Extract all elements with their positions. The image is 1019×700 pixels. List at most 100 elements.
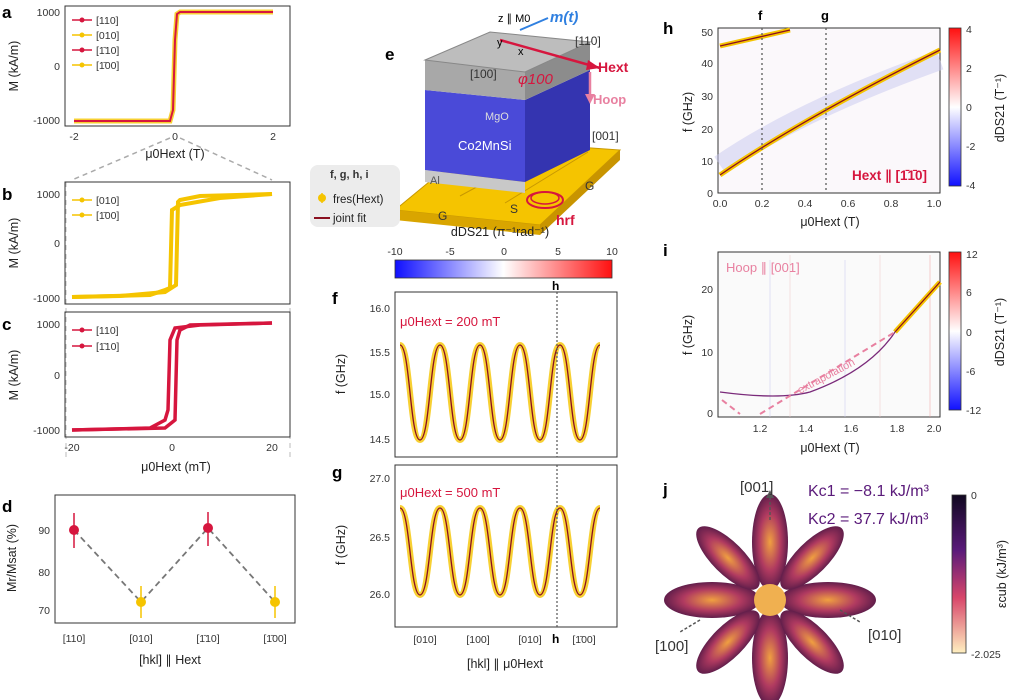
colorbar-j xyxy=(951,494,967,654)
panel-label-j: j xyxy=(662,480,668,499)
label-hrf: hrf xyxy=(556,212,575,228)
plot-frame-g xyxy=(394,464,618,628)
legend-a-2: [1̄10] xyxy=(96,45,119,57)
label-kc2: Kc2 = 37.7 kJ/m³ xyxy=(808,511,929,528)
ytick-h-50: 50 xyxy=(701,27,713,39)
curve-c-up xyxy=(71,321,273,432)
zoom-lines xyxy=(71,137,273,181)
xtick-a-2: 2 xyxy=(270,131,276,143)
dir-001: [001] xyxy=(592,129,619,143)
xtick-h-5: 1.0 xyxy=(927,198,942,210)
curve-a-red xyxy=(74,11,273,122)
legend-a-0: [110] xyxy=(96,15,119,27)
xtick-d-1: [010] xyxy=(129,633,152,645)
colorbar-i xyxy=(948,251,962,411)
xtick-i-2: 1.6 xyxy=(844,423,859,435)
cb-fg-tick-2: 0 xyxy=(501,246,507,258)
marker-g-h: h xyxy=(552,632,559,646)
ytick-b-1000: 1000 xyxy=(37,189,61,201)
annotation-f: μ0Hext = 200 mT xyxy=(400,314,500,329)
ytick-c-0: 0 xyxy=(54,370,60,382)
wave-f-fit xyxy=(399,344,601,441)
xtick-a-0: 0 xyxy=(172,131,178,143)
panel-f: f f (GHz) 16.0 15.5 15.0 14.5 μ0Hext = 2… xyxy=(332,279,618,458)
ytick-h-30: 30 xyxy=(701,91,713,103)
label-axis-010: [010] xyxy=(868,627,901,644)
xtick-d-2: [1̄10] xyxy=(196,633,219,645)
ylabel-g: f (GHz) xyxy=(334,525,348,565)
plot-frame-d xyxy=(54,494,296,624)
ytick-h-20: 20 xyxy=(701,124,713,136)
errorbars-d xyxy=(73,512,276,618)
colorbar-fg-bar xyxy=(394,259,613,279)
legend-b-0: [010] xyxy=(96,195,119,207)
label-axis-100: [100] xyxy=(655,638,688,655)
panel-label-i: i xyxy=(663,241,668,260)
curve-b-down xyxy=(71,192,273,299)
xlabel-c: μ0Hext (mT) xyxy=(141,460,211,474)
marker-f-h: h xyxy=(552,279,559,293)
legend-a-1: [010] xyxy=(96,30,119,42)
ylabel-i: f (GHz) xyxy=(681,315,695,355)
xlabel-a: μ0Hext (T) xyxy=(145,147,204,161)
panel-label-g: g xyxy=(332,463,342,482)
legend-fghi: f, g, h, i fres(Hext) joint fit xyxy=(310,165,400,227)
layer-co2mnsi xyxy=(425,90,525,182)
legend-fghi-title: f, g, h, i xyxy=(330,169,369,181)
xtick-i-0: 1.2 xyxy=(753,423,768,435)
electrode-s: S xyxy=(510,202,518,216)
ylabel-h: f (GHz) xyxy=(681,92,695,132)
legend-b-1: [1̄00] xyxy=(96,210,119,222)
xtick-a-m2: -2 xyxy=(69,131,78,143)
anisotropy-surface xyxy=(664,494,876,700)
ytick-d-90: 90 xyxy=(38,525,50,537)
cb-fg-tick-1: -5 xyxy=(445,246,454,258)
ytick-f-2: 15.0 xyxy=(370,389,391,401)
panel-label-e: e xyxy=(385,45,394,64)
xtick-i-4: 2.0 xyxy=(927,423,942,435)
ytick-d-80: 80 xyxy=(38,567,50,579)
label-hext: Hext xyxy=(598,59,629,75)
ytick-h-40: 40 xyxy=(701,58,713,70)
panel-g: g f (GHz) 27.0 26.5 26.0 μ0Hext = 500 mT… xyxy=(332,463,618,671)
ylabel-c: M (kA/m) xyxy=(7,350,21,401)
curve-i-extrapolated-fit xyxy=(719,331,896,397)
ylabel-a: M (kA/m) xyxy=(7,41,21,92)
panel-label-f: f xyxy=(332,289,338,308)
cb-i-label: dDS21 (T⁻¹) xyxy=(993,298,1007,366)
colorbar-fg-title: dDS21 (π⁻¹rad⁻¹) xyxy=(451,225,549,239)
legend-b: [010] [1̄00] xyxy=(72,195,119,222)
plot-frame-a xyxy=(64,5,291,127)
label-phi100: φ100 xyxy=(518,71,553,88)
marker-h-g: g xyxy=(821,8,829,23)
ytick-g-0: 27.0 xyxy=(370,473,391,485)
label-x: x xyxy=(518,46,524,58)
xtick-h-1: 0.2 xyxy=(755,198,770,210)
vector-hext xyxy=(499,38,601,70)
point-d-1 xyxy=(136,597,146,607)
layer-label-co2mnsi: Co2MnSi xyxy=(458,138,512,153)
panel-a: a M (kA/m) 1000 0 -1000 -2 0 2 μ0Hext (T… xyxy=(2,3,291,161)
xlabel-i: μ0Hext (T) xyxy=(800,441,859,455)
point-d-0 xyxy=(69,525,79,535)
curve-c-down xyxy=(71,321,273,432)
legend-c-0: [110] xyxy=(96,325,119,337)
panel-label-h: h xyxy=(663,19,673,38)
legend-fghi-fres: fres(Hext) xyxy=(333,194,384,206)
ylabel-d: Mr/Msat (%) xyxy=(5,524,19,592)
annotation-h: Hext ∥ [1̄1̄0] xyxy=(852,168,927,183)
electrode-g2: G xyxy=(585,179,594,193)
panel-label-c: c xyxy=(2,315,11,334)
xtick-c-0: 0 xyxy=(169,442,175,454)
ytick-b-m1000: -1000 xyxy=(33,293,60,305)
cb-i-tick-1: 6 xyxy=(966,287,972,299)
ytick-a-m1000: -1000 xyxy=(33,115,60,127)
dir-110: [110] xyxy=(575,34,601,48)
ytick-h-0: 0 xyxy=(707,188,713,200)
cb-h-tick-1: 2 xyxy=(966,63,972,75)
xtick-g-2: [010] xyxy=(518,634,541,646)
panel-e: e MgO Co2MnSi Al G S G hrf Hext Hoop xyxy=(385,9,629,235)
wave-g-fit xyxy=(399,507,601,596)
cb-h-tick-0: 4 xyxy=(966,24,972,36)
